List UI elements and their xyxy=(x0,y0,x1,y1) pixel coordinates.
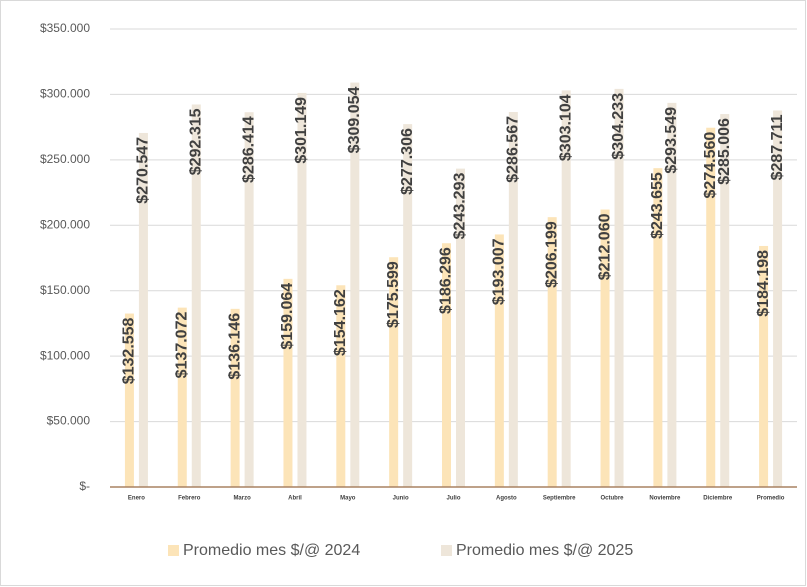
value-label: $292.315 xyxy=(187,108,204,175)
value-label: $243.293 xyxy=(452,173,469,240)
value-label: $304.233 xyxy=(610,93,627,160)
y-tick-label: $300.000 xyxy=(40,87,90,101)
value-label: $186.296 xyxy=(438,247,455,314)
value-label: $274.560 xyxy=(702,132,719,199)
y-tick-label: $50.000 xyxy=(47,414,91,428)
bar xyxy=(389,257,399,487)
legend-swatch xyxy=(441,545,452,556)
x-tick-label: Octubre xyxy=(601,496,625,502)
bar xyxy=(706,127,716,487)
value-label: $286.414 xyxy=(240,116,257,183)
x-tick-label: Promedio xyxy=(757,496,785,502)
y-tick-label: $350.000 xyxy=(40,21,90,35)
bar xyxy=(350,82,360,488)
bar xyxy=(653,168,663,487)
y-tick-label: $200.000 xyxy=(40,217,90,231)
value-label: $159.064 xyxy=(279,283,296,350)
x-tick-label: Diciembre xyxy=(703,496,733,502)
x-tick-label: Julio xyxy=(446,496,460,502)
x-tick-label: Abril xyxy=(288,496,302,502)
value-label: $137.072 xyxy=(173,312,190,379)
x-tick-label: Agosto xyxy=(496,496,517,502)
x-tick-label: Noviembre xyxy=(649,496,681,502)
y-tick-label: $100.000 xyxy=(40,348,90,362)
value-label: $286.567 xyxy=(505,116,522,183)
bar xyxy=(138,132,148,488)
value-label: $285.006 xyxy=(716,118,733,185)
bar xyxy=(442,243,451,487)
bar xyxy=(297,92,307,488)
value-label: $309.054 xyxy=(346,86,363,153)
value-label: $175.599 xyxy=(385,261,402,328)
bar xyxy=(759,245,769,487)
value-label: $193.007 xyxy=(491,238,508,305)
bar xyxy=(244,112,254,488)
y-tick-label: $150.000 xyxy=(40,283,90,297)
value-label: $206.199 xyxy=(543,221,560,288)
value-label: $243.655 xyxy=(649,172,666,239)
x-tick-label: Mayo xyxy=(340,496,356,502)
value-label: $303.104 xyxy=(557,94,574,161)
x-tick-label: Enero xyxy=(128,496,145,502)
bar xyxy=(773,110,783,487)
value-label: $301.149 xyxy=(293,97,310,164)
bar xyxy=(614,88,624,487)
x-tick-label: Marzo xyxy=(233,496,251,502)
bar xyxy=(191,104,201,488)
value-label: $154.162 xyxy=(332,289,349,356)
value-label: $212.060 xyxy=(596,213,613,280)
bar xyxy=(403,124,413,487)
value-label: $270.547 xyxy=(135,137,152,204)
value-label: $293.549 xyxy=(663,107,680,174)
bar xyxy=(336,285,346,487)
x-tick-label: Junio xyxy=(393,496,409,502)
bar xyxy=(124,313,134,487)
value-label: $277.306 xyxy=(399,128,416,195)
bar xyxy=(600,209,610,488)
legend-label: Promedio mes $/@ 2025 xyxy=(456,542,633,559)
x-tick-label: Septiembre xyxy=(543,496,576,502)
value-label: $136.146 xyxy=(226,313,243,380)
bar xyxy=(230,308,240,487)
x-tick-label: Febrero xyxy=(178,496,201,502)
bar xyxy=(177,307,187,487)
bar xyxy=(508,112,518,487)
bar xyxy=(667,102,677,487)
bar xyxy=(456,168,465,487)
bar xyxy=(561,90,571,488)
bar xyxy=(547,217,557,487)
y-tick-label: $- xyxy=(79,479,90,493)
value-label: $184.198 xyxy=(755,250,772,317)
value-label: $287.711 xyxy=(769,114,786,180)
legend-swatch xyxy=(168,545,179,556)
bar xyxy=(283,278,293,487)
value-label: $132.558 xyxy=(121,317,138,384)
bar xyxy=(720,114,730,488)
y-tick-label: $250.000 xyxy=(40,152,90,166)
bar xyxy=(494,234,504,487)
legend-label: Promedio mes $/@ 2024 xyxy=(183,542,360,559)
